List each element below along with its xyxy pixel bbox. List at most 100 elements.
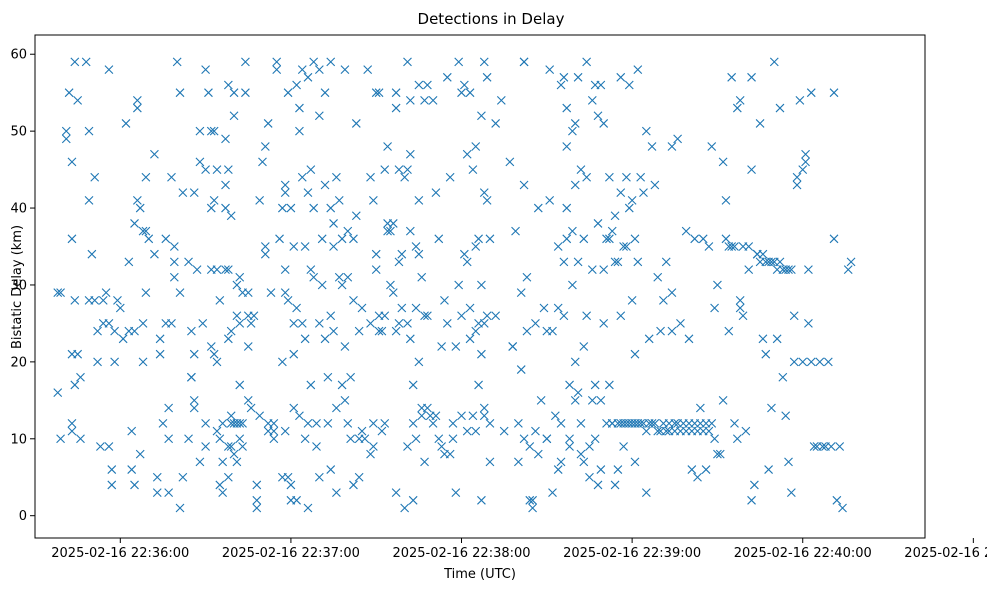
data-point xyxy=(630,457,640,467)
data-point xyxy=(730,419,739,428)
data-point xyxy=(579,342,589,351)
data-point xyxy=(266,288,276,298)
data-point xyxy=(516,288,526,298)
data-point xyxy=(505,157,515,167)
data-point xyxy=(67,419,77,428)
data-point xyxy=(101,288,111,298)
data-point xyxy=(431,411,441,421)
data-point xyxy=(272,57,282,67)
data-point xyxy=(761,349,771,359)
data-point xyxy=(775,257,785,267)
data-point xyxy=(204,88,213,98)
data-point xyxy=(303,419,313,428)
data-point xyxy=(676,319,685,328)
data-point xyxy=(206,342,216,351)
data-point xyxy=(792,180,802,190)
data-point xyxy=(243,395,253,405)
data-point xyxy=(590,380,600,390)
data-point xyxy=(528,503,537,513)
data-point xyxy=(661,257,671,267)
data-point xyxy=(235,272,245,282)
data-point xyxy=(280,426,290,436)
data-point xyxy=(189,403,199,413)
data-point xyxy=(641,426,651,436)
data-point xyxy=(252,503,262,513)
data-point xyxy=(280,188,290,198)
data-point xyxy=(363,65,373,74)
data-point xyxy=(67,234,77,244)
data-point xyxy=(241,88,250,98)
data-point xyxy=(283,472,293,482)
data-point xyxy=(730,242,739,251)
data-point xyxy=(212,165,222,174)
data-point xyxy=(587,265,597,274)
data-point xyxy=(798,357,808,367)
y-tick-label: 30 xyxy=(10,278,27,293)
data-point xyxy=(548,488,557,498)
data-point xyxy=(627,295,637,305)
data-point xyxy=(400,172,410,182)
data-point xyxy=(482,195,492,205)
data-point xyxy=(226,211,236,221)
data-point xyxy=(539,303,549,313)
data-point xyxy=(835,442,845,451)
data-point xyxy=(423,311,432,321)
data-point xyxy=(582,172,592,182)
data-point xyxy=(687,465,697,474)
data-point xyxy=(630,234,640,244)
data-point xyxy=(448,434,458,444)
data-point xyxy=(380,419,390,428)
data-point xyxy=(192,265,202,274)
data-point xyxy=(417,411,427,421)
data-point xyxy=(184,257,193,267)
data-point xyxy=(405,95,415,105)
data-point xyxy=(70,380,80,390)
chart-title: Detections in Delay xyxy=(418,10,565,28)
y-axis-label: Bistatic Delay (km) xyxy=(10,225,25,349)
data-point xyxy=(377,326,387,336)
data-point xyxy=(622,172,631,182)
data-point xyxy=(169,257,179,267)
data-point xyxy=(698,234,708,244)
data-point xyxy=(255,195,265,205)
data-point xyxy=(90,172,100,182)
data-point xyxy=(226,326,236,336)
data-point xyxy=(64,88,74,98)
data-point xyxy=(471,426,481,436)
data-point xyxy=(275,234,284,244)
data-point xyxy=(169,272,179,282)
data-point xyxy=(562,103,572,113)
data-point xyxy=(599,119,609,128)
data-point xyxy=(354,472,364,482)
data-point xyxy=(579,234,589,244)
data-point xyxy=(76,434,85,444)
data-point xyxy=(232,280,242,290)
data-point xyxy=(73,95,83,105)
data-point xyxy=(804,265,813,274)
data-point xyxy=(405,226,415,236)
data-point xyxy=(189,188,199,198)
data-point xyxy=(653,272,663,282)
data-point xyxy=(303,72,313,82)
data-point xyxy=(329,242,338,251)
data-point xyxy=(326,203,336,213)
data-point xyxy=(138,226,148,236)
data-point xyxy=(562,142,572,151)
data-point xyxy=(357,303,367,313)
data-point xyxy=(721,195,731,205)
data-point xyxy=(690,234,700,244)
data-point xyxy=(394,165,404,174)
data-point xyxy=(721,234,731,244)
data-point xyxy=(141,226,151,236)
data-point xyxy=(565,380,574,390)
data-point xyxy=(434,434,444,444)
data-point xyxy=(371,88,381,98)
data-point xyxy=(67,426,77,436)
data-point xyxy=(189,349,199,359)
data-point xyxy=(297,65,307,74)
data-point xyxy=(289,403,299,413)
data-point xyxy=(804,319,813,328)
data-point xyxy=(639,188,648,198)
data-point xyxy=(417,272,427,282)
data-point xyxy=(209,195,219,205)
